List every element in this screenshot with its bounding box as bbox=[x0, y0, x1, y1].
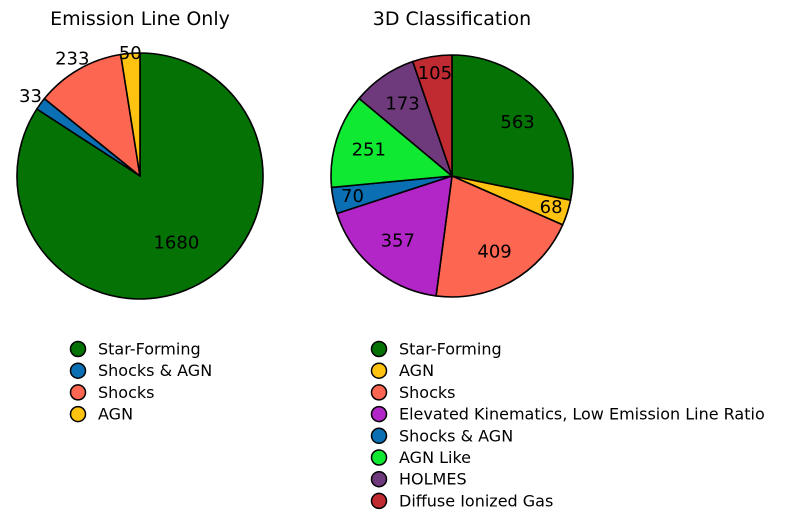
legend-marker-shocks bbox=[370, 384, 388, 401]
legend-entry-shocks-agn: Shocks & AGN bbox=[98, 361, 212, 380]
legend-entry-elevated-kinematics-low-emission-line-ratio: Elevated Kinematics, Low Emission Line R… bbox=[399, 405, 765, 424]
legend-entry-holmes: HOLMES bbox=[399, 470, 467, 489]
slice-label-star-forming: 1680 bbox=[153, 233, 199, 254]
slice-elevated-kinematics-low-emission-line-ratio bbox=[336, 175, 453, 297]
legend-marker-shocks bbox=[69, 384, 87, 401]
legend-entry-agn-like: AGN Like bbox=[399, 448, 471, 467]
chart-1-title: Emission Line Only bbox=[50, 8, 230, 30]
slice-label-shocks: 409 bbox=[477, 242, 511, 263]
legend-3d-classification: Star-Forming AGN Shocks Elevated Kinematics… bbox=[370, 340, 765, 510]
legend-entry-star-forming: Star-Forming bbox=[399, 340, 502, 359]
legend-marker-shocks-agn bbox=[370, 427, 388, 445]
slice-star-forming bbox=[451, 54, 574, 202]
legend-entry-shocks-agn: Shocks & AGN bbox=[399, 426, 513, 445]
legend-marker-shocks-agn bbox=[69, 362, 87, 379]
slice-shocks bbox=[43, 53, 141, 177]
legend-marker-agn-like bbox=[370, 449, 388, 466]
slice-shocks bbox=[435, 175, 564, 298]
legend-marker-star-forming bbox=[370, 340, 388, 358]
slice-label-shocks-agn: 33 bbox=[19, 86, 42, 107]
legend-marker-agn bbox=[370, 362, 388, 379]
slice-diffuse-ionized-gas bbox=[411, 54, 453, 177]
pie-chart-emission-line-only: 1680 33 233 50 bbox=[16, 43, 264, 300]
legend-entry-shocks: Shocks bbox=[98, 383, 154, 402]
slice-label-diffuse-ionized-gas: 105 bbox=[418, 63, 452, 84]
slice-label-agn: 50 bbox=[119, 43, 142, 64]
slice-label-shocks: 233 bbox=[55, 48, 89, 69]
slice-label-agn: 68 bbox=[540, 197, 563, 218]
legend-marker-holmes bbox=[370, 470, 388, 488]
legend-emission-line-only: Star-Forming Shocks & AGN Shocks AGN bbox=[69, 340, 212, 424]
legend-entry-star-forming: Star-Forming bbox=[98, 340, 201, 359]
slice-label-star-forming: 563 bbox=[500, 112, 534, 133]
legend-marker-elevated-kinematics-low-emission-line-ratio bbox=[370, 405, 388, 423]
slice-agn bbox=[119, 52, 141, 177]
legend-entry-agn: AGN bbox=[399, 361, 434, 380]
legend-marker-diffuse-ionized-gas bbox=[370, 492, 388, 510]
slice-label-holmes: 173 bbox=[385, 94, 419, 115]
legend-entry-shocks: Shocks bbox=[399, 383, 455, 402]
legend-marker-agn bbox=[69, 405, 87, 423]
slice-agn-like bbox=[330, 97, 453, 189]
legend-entry-agn: AGN bbox=[98, 405, 133, 424]
slice-label-shocks-agn: 70 bbox=[341, 186, 364, 207]
slice-label-agn-like: 251 bbox=[352, 140, 386, 161]
legend-entry-diffuse-ionized-gas: Diffuse Ionized Gas bbox=[399, 491, 553, 510]
chart-2-title: 3D Classification bbox=[373, 8, 531, 30]
legend-marker-star-forming bbox=[69, 340, 87, 358]
slice-label-elevated-kinematics-low-emission-line-ratio: 357 bbox=[381, 231, 415, 252]
pie-chart-3d-classification: 563 68 409 357 70 251 173 105 bbox=[330, 54, 574, 298]
